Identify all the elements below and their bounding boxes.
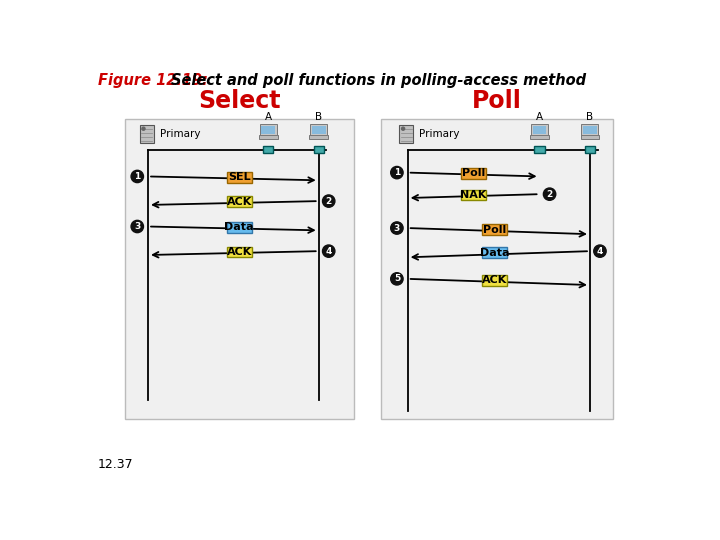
Text: B: B bbox=[315, 112, 322, 122]
FancyBboxPatch shape bbox=[261, 126, 275, 134]
FancyBboxPatch shape bbox=[227, 197, 251, 207]
FancyBboxPatch shape bbox=[580, 135, 599, 139]
Text: 1: 1 bbox=[134, 172, 140, 181]
Circle shape bbox=[323, 245, 335, 257]
FancyBboxPatch shape bbox=[399, 125, 413, 143]
FancyBboxPatch shape bbox=[227, 222, 251, 233]
FancyBboxPatch shape bbox=[530, 135, 549, 139]
Text: Select: Select bbox=[198, 89, 280, 112]
FancyBboxPatch shape bbox=[314, 146, 324, 153]
FancyBboxPatch shape bbox=[533, 126, 546, 134]
Text: 12.37: 12.37 bbox=[98, 458, 133, 471]
Text: Figure 12.19:: Figure 12.19: bbox=[98, 72, 208, 87]
Text: B: B bbox=[586, 112, 593, 122]
Text: NAK: NAK bbox=[460, 190, 487, 200]
FancyBboxPatch shape bbox=[482, 275, 507, 286]
Text: Poll: Poll bbox=[462, 168, 485, 178]
Text: Primary: Primary bbox=[419, 129, 460, 139]
Text: 2: 2 bbox=[546, 190, 553, 199]
FancyBboxPatch shape bbox=[227, 247, 251, 257]
Circle shape bbox=[131, 220, 143, 233]
Text: 3: 3 bbox=[394, 224, 400, 233]
FancyBboxPatch shape bbox=[227, 172, 251, 183]
Text: Select and poll functions in polling-access method: Select and poll functions in polling-acc… bbox=[171, 72, 587, 87]
FancyBboxPatch shape bbox=[125, 119, 354, 419]
FancyBboxPatch shape bbox=[259, 135, 277, 139]
Text: 4: 4 bbox=[597, 247, 603, 255]
Text: Poll: Poll bbox=[472, 89, 522, 112]
FancyBboxPatch shape bbox=[310, 135, 328, 139]
Circle shape bbox=[323, 195, 335, 207]
Text: A: A bbox=[536, 112, 543, 122]
Text: 4: 4 bbox=[325, 247, 332, 255]
FancyBboxPatch shape bbox=[581, 124, 598, 136]
Text: A: A bbox=[265, 112, 272, 122]
Circle shape bbox=[131, 170, 143, 183]
Circle shape bbox=[391, 273, 403, 285]
FancyBboxPatch shape bbox=[482, 247, 507, 258]
Circle shape bbox=[142, 127, 145, 130]
Text: Poll: Poll bbox=[483, 225, 506, 234]
Circle shape bbox=[402, 127, 405, 130]
FancyBboxPatch shape bbox=[531, 124, 548, 136]
Circle shape bbox=[391, 166, 403, 179]
FancyBboxPatch shape bbox=[462, 168, 486, 179]
FancyBboxPatch shape bbox=[260, 124, 276, 136]
Text: 2: 2 bbox=[325, 197, 332, 206]
Circle shape bbox=[594, 245, 606, 257]
Circle shape bbox=[391, 222, 403, 234]
Text: Primary: Primary bbox=[160, 129, 200, 139]
FancyBboxPatch shape bbox=[312, 126, 325, 134]
Text: Data: Data bbox=[480, 248, 510, 258]
Text: ACK: ACK bbox=[227, 247, 252, 257]
FancyBboxPatch shape bbox=[381, 119, 613, 419]
FancyBboxPatch shape bbox=[482, 224, 507, 235]
Text: 3: 3 bbox=[134, 222, 140, 231]
Text: ACK: ACK bbox=[482, 275, 508, 286]
Text: SEL: SEL bbox=[228, 172, 251, 182]
Text: 5: 5 bbox=[394, 274, 400, 284]
FancyBboxPatch shape bbox=[310, 124, 327, 136]
Circle shape bbox=[544, 188, 556, 200]
FancyBboxPatch shape bbox=[462, 190, 486, 200]
Text: ACK: ACK bbox=[227, 197, 252, 207]
FancyBboxPatch shape bbox=[583, 126, 597, 134]
FancyBboxPatch shape bbox=[264, 146, 274, 153]
FancyBboxPatch shape bbox=[585, 146, 595, 153]
Text: 1: 1 bbox=[394, 168, 400, 177]
FancyBboxPatch shape bbox=[140, 125, 153, 143]
FancyBboxPatch shape bbox=[534, 146, 544, 153]
Text: Data: Data bbox=[225, 222, 254, 232]
